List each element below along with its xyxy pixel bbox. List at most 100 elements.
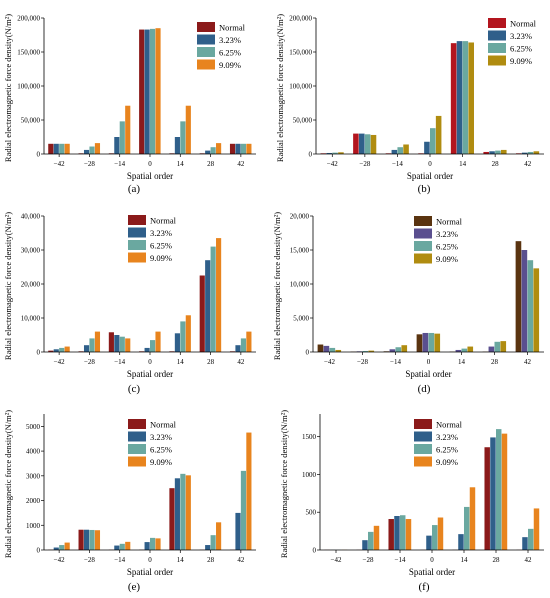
x-tick-label: −28 [84,556,95,564]
bar [144,29,150,155]
x-tick-label: 14 [177,160,185,168]
legend-label: 9.09% [436,254,458,264]
bar [494,341,501,352]
panel-label: (c) [128,383,141,395]
y-tick-label: 150,000 [17,49,40,57]
legend-swatch [128,419,146,429]
bar [119,543,125,550]
bar [174,333,180,352]
bar [515,241,522,352]
legend-label: 6.25% [436,445,458,455]
legend-label: Normal [150,420,177,430]
bar [405,519,412,550]
bar [180,473,186,550]
bar [490,437,496,550]
y-axis-title: Radial electromagnetic force density(N/m… [3,212,13,360]
legend-swatch [414,419,432,429]
bar [484,447,490,550]
x-tick-label: −14 [390,358,401,366]
bar [496,429,502,550]
bar [216,143,222,154]
legend-swatch [197,59,215,70]
bar [364,134,371,154]
y-tick-label: 1000 [302,471,317,479]
bar [155,331,161,352]
y-tick-label: 200,000 [17,15,40,23]
legend-label: Normal [150,216,177,226]
bar [422,332,429,352]
bar [185,475,191,550]
bar [125,105,131,154]
bar [416,334,423,352]
y-tick-label: 20,000 [290,213,310,221]
x-tick-label: 14 [458,358,466,366]
bar [326,152,332,154]
y-tick-label: 100,000 [17,83,40,91]
y-tick-label: 0 [37,151,41,159]
bar [521,250,528,352]
bar [395,347,402,352]
bar [246,331,252,352]
bar [185,105,191,154]
bar [210,246,216,352]
x-tick-label: 0 [148,358,152,366]
bar [229,143,236,154]
bar [240,143,247,154]
x-tick-label: −42 [54,358,65,366]
y-tick-label: 0 [37,349,41,357]
y-tick-label: 0 [306,349,310,357]
x-tick-label: 14 [177,556,185,564]
legend-label: Normal [510,19,537,29]
bar [180,121,186,154]
bar [114,545,120,550]
bar [500,341,507,352]
legend-label: 9.09% [436,457,458,467]
x-tick-label: −14 [114,160,125,168]
legend-swatch [128,240,146,250]
y-tick-label: 3000 [26,472,41,480]
bar [89,146,95,154]
bar [332,152,338,154]
x-tick-label: −14 [395,556,406,564]
legend-swatch [128,215,146,225]
bar [144,347,150,352]
bar [119,336,125,352]
bar [483,151,489,154]
bar [246,143,252,154]
legend-label: 9.09% [510,56,532,66]
bar [468,42,474,155]
y-axis-title: Radial electromagnetic force density(N/m… [275,14,285,162]
bar [89,529,95,550]
bar [495,150,501,154]
x-tick-label: −14 [114,358,125,366]
bar [323,345,330,352]
bar [53,349,59,352]
bar [155,28,161,155]
bar [144,542,150,550]
bar [59,545,65,550]
bar [400,515,406,550]
x-tick-label: 14 [177,358,185,366]
bar [94,331,101,352]
x-tick-label: −42 [324,358,335,366]
legend-label: Normal [436,420,463,430]
x-tick-label: 28 [207,556,215,564]
legend-swatch [128,431,146,442]
bar [240,470,247,550]
chart-panel-1: 0 50,000 100,000 150,000 200,000 −42 −28 −14 0 14… [3,14,256,195]
panel-label: (e) [128,581,141,593]
bar [456,41,463,155]
y-tick-label: 10,000 [21,315,41,323]
bar [235,143,241,154]
y-axis-title: Radial electromagnetic force density(N/m… [272,212,282,360]
legend-swatch [488,55,506,66]
bar [338,152,344,154]
legend-label: 3.23% [219,35,241,45]
bar [450,43,457,154]
y-tick-label: 20,000 [21,281,41,289]
bar [83,529,90,550]
bar [246,432,252,550]
legend-swatch [414,228,432,239]
bar [488,346,495,352]
bar [521,152,528,154]
